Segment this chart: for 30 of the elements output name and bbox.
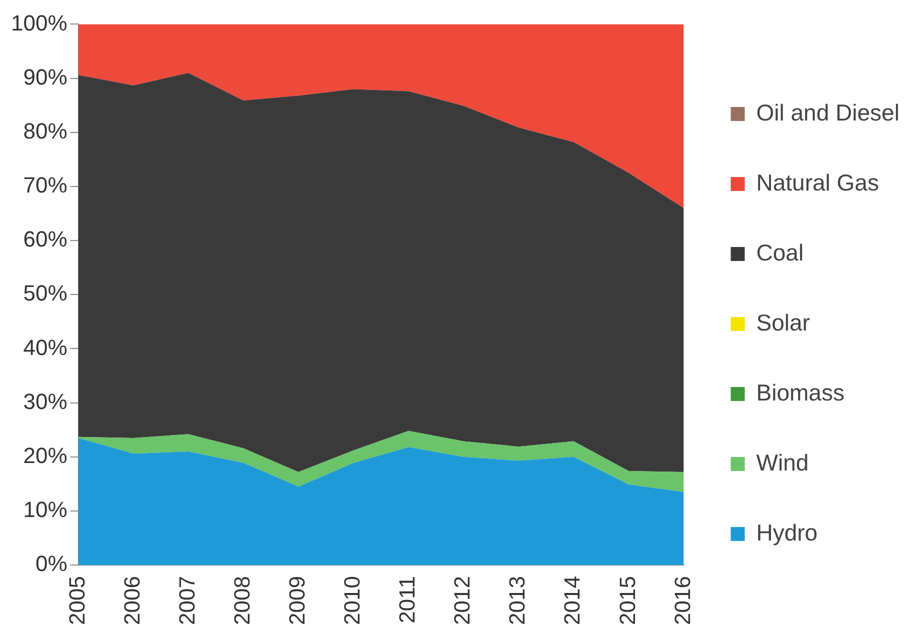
x-tick-label: 2008 [229,576,254,626]
x-tick-label: 2009 [284,576,310,626]
x-tick-label: 2010 [340,576,365,626]
legend-label: Coal [756,239,804,266]
x-tick-label: 2016 [670,576,695,626]
legend-label: Wind [756,449,809,476]
y-tick-label: 20% [23,442,68,468]
legend-label: Solar [756,309,810,336]
x-tick-label: 2014 [560,576,585,626]
y-tick-label: 100% [10,10,68,36]
x-tick-label: 2007 [174,576,200,626]
legend-label: Hydro [756,519,818,546]
x-tick-label: 2015 [614,576,640,626]
legend-label: Natural Gas [756,169,879,196]
legend-label: Oil and Diesel [756,99,900,126]
x-tick-label: 2006 [119,576,144,626]
y-tick-label: 30% [23,388,68,414]
y-tick-label: 70% [23,172,68,198]
y-tick-label: 0% [35,551,68,576]
y-tick-label: 80% [23,118,68,144]
y-tick-label: 10% [23,497,68,522]
x-tick-label: 2013 [504,576,530,626]
y-tick-label: 50% [23,280,68,306]
x-tick-label: 2005 [64,576,90,626]
y-tick-label: 40% [23,334,68,360]
y-tick-label: 60% [23,226,68,252]
y-tick-label: 90% [23,64,68,90]
x-tick-label: 2011 [394,576,420,624]
legend-label: Biomass [756,379,844,406]
x-tick-label: 2012 [450,576,475,626]
